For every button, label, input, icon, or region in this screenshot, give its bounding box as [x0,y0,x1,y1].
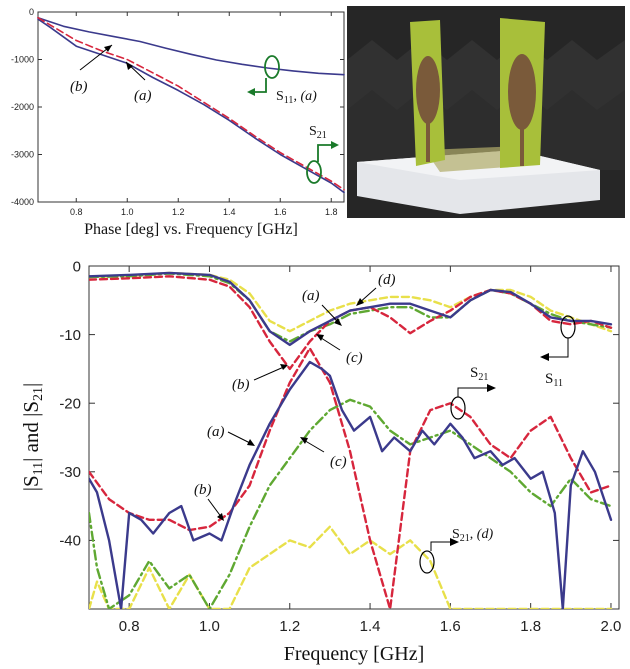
s-label-c-top: (c) [346,350,363,366]
phase-s11-ellipse [264,55,280,79]
phase-s11-pointer [252,78,267,93]
phase-caption: Phase [deg] vs. Frequency [GHz] [84,221,298,238]
s21-label: S21 [470,365,488,383]
patch-left [416,56,440,124]
series-line-s11-d [89,271,613,333]
y-tick-label: -40 [59,533,81,550]
x-tick-label: 1.0 [121,207,134,217]
x-tick-label: 2.0 [601,618,622,635]
phase-arrowhead-a [126,62,133,70]
phase-arrowhead-b [104,45,112,52]
series-line-s21-b [37,16,345,191]
y-tick-label: -3000 [11,150,34,160]
phase-s11-arrowhead [247,88,255,96]
sparam-ylabel: |S11| and |S21| [19,383,46,492]
s-arrow-a-mid [227,431,253,445]
y-tick-label: -20 [59,395,81,412]
s11-pointer [548,338,569,358]
s21d-arrowhead [450,538,459,546]
series-line-s11-a [37,16,345,76]
phase-s21-ellipse [306,160,322,184]
patch-right [508,54,536,130]
s-label-b-low: (b) [194,482,212,498]
x-tick-label: 1.2 [172,207,185,217]
x-tick-label: 0.8 [119,618,140,635]
y-tick-label: 0 [73,258,81,275]
s-arrowhead-b-low [217,513,224,521]
x-tick-label: 1.8 [520,618,541,635]
series-line-s11-c [89,272,613,343]
sparam-annotations: (a) (d) (c) (b) S11 S21 (a) [194,272,576,574]
x-tick-label: 1.4 [223,207,236,217]
feed-left [426,120,430,162]
y-tick-label: 0 [29,7,34,17]
antenna-photo [347,6,625,218]
y-tick-label: -10 [59,327,81,344]
s-label-b-top: (b) [232,377,250,393]
phase-chart: 0.8 1.0 1.2 1.4 1.6 1.80-1000-2000-3000-4000 … [11,7,345,238]
s11-arrowhead [540,353,549,361]
feed-right [520,126,524,166]
series-line-s21-a [37,18,345,194]
s-label-a-mid: (a) [207,424,225,440]
y-tick-label: -1000 [11,55,34,65]
x-tick-label: 1.0 [199,618,220,635]
s-arrowhead-c-mid [300,437,308,444]
series-line-s21-c [89,398,613,609]
x-tick-label: 1.8 [325,207,338,217]
sparam-chart: 0.8 1.0 1.2 1.4 1.6 1.8 2.0 0 -10 -20 -30 -40 (a) (… [19,258,621,665]
s21-arrowhead [487,384,496,392]
phase-s21-arrowhead [331,141,339,149]
series-line-s11-b [89,275,613,371]
s-label-a-top: (a) [302,288,320,304]
series-line-s21-a [89,360,613,609]
s-arrow-b-low [207,498,223,519]
s21d-ellipse [419,550,435,574]
s-arrowhead-c-top [316,334,324,341]
y-tick-label: -4000 [11,197,34,207]
x-tick-label: 1.6 [440,618,461,635]
sparam-axis-ticks: 0.8 1.0 1.2 1.4 1.6 1.8 2.0 0 -10 -20 -30 -40 [59,258,621,635]
s21d-pointer [430,541,452,551]
s11-label: S11 [545,371,563,389]
x-tick-label: 1.6 [274,207,287,217]
x-tick-label: 0.8 [70,207,83,217]
phase-label-b: (b) [70,79,88,95]
s21-pointer [457,387,488,397]
s-label-c-mid: (c) [330,454,347,470]
phase-annotations: (b) (a) S11, (a) S21 [70,44,339,184]
phase-label-a: (a) [134,88,152,104]
phase-series [37,16,345,194]
y-tick-label: -2000 [11,102,34,112]
s-arrowhead-a-mid [247,439,255,446]
sparam-xlabel: Frequency [GHz] [284,643,425,665]
phase-label-s21: S21 [309,124,327,141]
phase-plot-frame [37,11,345,203]
x-tick-label: 1.2 [279,618,300,635]
s-arrow-b-top [253,365,287,381]
phase-s21-pointer [317,144,333,162]
series-line-s21-b [89,347,613,609]
y-tick-label: -30 [59,464,81,481]
sparam-plot-frame [88,265,620,610]
s-arrowhead-b-top [280,364,288,370]
s-label-d: (d) [378,272,396,288]
sparam-series [89,271,613,609]
s21d-label: S21, (d) [452,527,493,544]
phase-axis-ticks: 0.8 1.0 1.2 1.4 1.6 1.8 0 -1000 -2000 -3000 -4000 [11,7,344,217]
x-tick-label: 1.4 [360,618,381,635]
phase-label-s11: S11, (a) [276,89,317,106]
s-arrowhead-d [356,298,364,306]
s-arrowhead-a-top [334,318,342,326]
series-line-s11-a [89,271,613,347]
series-line-s21-d [89,525,613,609]
